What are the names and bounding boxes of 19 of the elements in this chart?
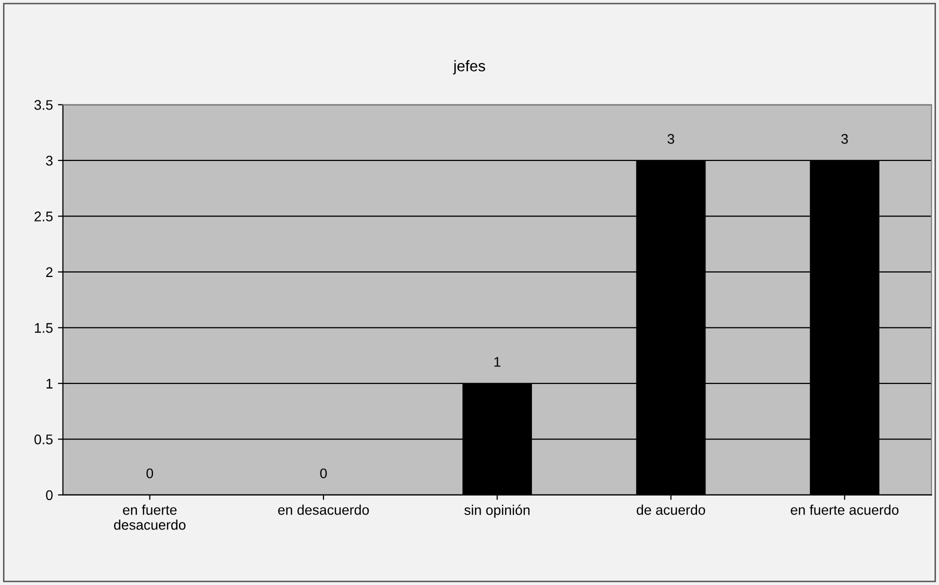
y-tick-label: 0.5 — [34, 434, 53, 444]
data-label: 1 — [494, 357, 500, 367]
x-tick-label: en fuerte acuerdo — [790, 504, 898, 515]
x-tick-label: en desacuerdo — [278, 504, 369, 515]
x-tick-label: en fuerte desacuerdo — [114, 504, 186, 530]
y-tick-label: 0 — [46, 490, 53, 500]
x-tick-label: sin opinión — [464, 504, 530, 518]
y-tick-label: 1 — [46, 378, 53, 388]
y-tick-label: 1.5 — [34, 323, 53, 333]
x-tick-label: de acuerdo — [636, 504, 706, 515]
data-label: 0 — [146, 468, 154, 478]
chart-title: jefes — [452, 60, 486, 74]
y-tick-label: 2 — [46, 267, 52, 277]
y-tick-label: 2.5 — [34, 212, 53, 222]
data-label: 0 — [320, 468, 327, 478]
y-tick-label: 3.5 — [34, 100, 53, 110]
data-label: 3 — [668, 134, 674, 144]
data-label: 3 — [841, 134, 848, 144]
y-tick-label: 3 — [46, 156, 53, 166]
